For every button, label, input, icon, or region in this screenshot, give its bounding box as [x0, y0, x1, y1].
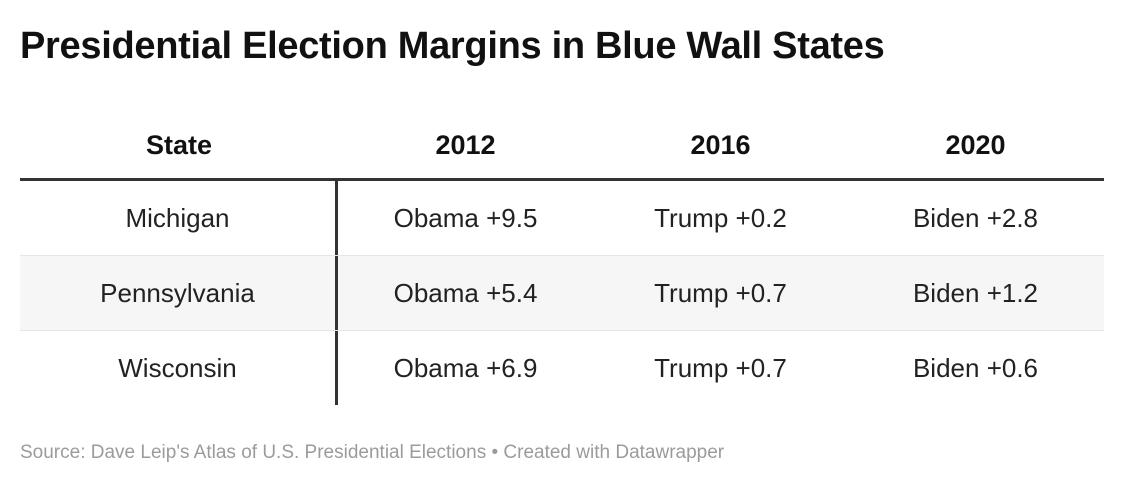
margin-cell-2016: Trump +0.2: [654, 202, 787, 233]
table-header-row: State 2012 2016 2020: [20, 112, 1104, 181]
column-header-2012[interactable]: 2012: [435, 129, 496, 160]
margin-cell-2012: Obama +5.4: [393, 277, 538, 308]
column-header-2016[interactable]: 2016: [690, 129, 751, 160]
margins-table: State 2012 2016 2020 Michigan Obama +9.5…: [20, 112, 1104, 405]
margin-cell-2016: Trump +0.7: [654, 277, 787, 308]
chart-title: Presidential Election Margins in Blue Wa…: [20, 25, 885, 67]
margin-cell-2016: Trump +0.7: [654, 352, 787, 383]
state-cell: Pennsylvania: [20, 256, 338, 330]
margin-cell-2012: Obama +9.5: [393, 202, 538, 233]
margin-cell-2020: Biden +2.8: [912, 202, 1039, 233]
table-row-wisconsin: Wisconsin Obama +6.9 Trump +0.7 Biden +0…: [20, 331, 1104, 405]
margin-cell-2020: Biden +0.6: [912, 352, 1039, 383]
state-cell: Wisconsin: [20, 331, 338, 405]
table-row-michigan: Michigan Obama +9.5 Trump +0.2 Biden +2.…: [20, 181, 1104, 256]
column-header-state[interactable]: State: [145, 129, 213, 160]
source-note: Source: Dave Leip's Atlas of U.S. Presid…: [20, 442, 725, 463]
state-cell: Michigan: [20, 181, 338, 255]
table-row-pennsylvania: Pennsylvania Obama +5.4 Trump +0.7 Biden…: [20, 256, 1104, 331]
column-header-2020[interactable]: 2020: [945, 129, 1006, 160]
margin-cell-2012: Obama +6.9: [393, 352, 538, 383]
margin-cell-2020: Biden +1.2: [912, 277, 1039, 308]
